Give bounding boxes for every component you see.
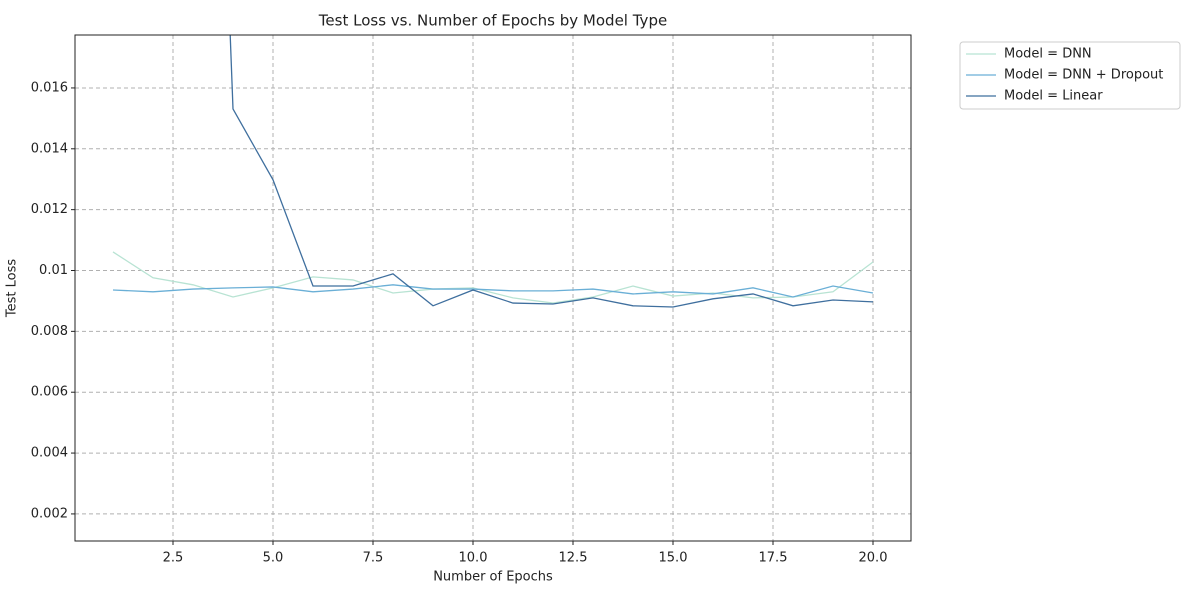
series-line [112, 284, 874, 298]
y-tick-label: 0.004 [31, 446, 68, 461]
x-tick-label: 20.0 [859, 551, 888, 566]
y-tick-label: 0.016 [31, 80, 68, 95]
y-tick-label: 0.014 [31, 141, 68, 156]
y-tick-label: 0.006 [31, 385, 68, 400]
legend-box [959, 41, 1181, 110]
legend-label: Model = Linear [1004, 89, 1103, 104]
chart-title: Test Loss vs. Number of Epochs by Model … [318, 12, 667, 30]
grid: 2.5 5.0 7.5 10.0 12.5 15.0 17.5 20.0 0.002 0.004 0… [31, 35, 911, 566]
plot-frame [74, 34, 912, 542]
legend-label: Model = DNN [1004, 47, 1092, 62]
x-tick-label: 10.0 [459, 551, 488, 566]
x-tick-label: 7.5 [363, 551, 384, 566]
plot-lines [112, 35, 874, 308]
y-tick-label: 0.01 [39, 263, 68, 278]
series-line [229, 35, 874, 308]
x-tick-label: 2.5 [163, 551, 184, 566]
y-axis-label: Test Loss [5, 259, 20, 318]
series-line [112, 251, 874, 304]
x-tick-label: 12.5 [559, 551, 588, 566]
x-tick-label: 17.5 [759, 551, 788, 566]
x-tick-label: 5.0 [263, 551, 284, 566]
y-tick-label: 0.008 [31, 324, 68, 339]
x-tick-label: 15.0 [659, 551, 688, 566]
y-tick-label: 0.012 [31, 202, 68, 217]
legend: Model = DNN Model = DNN + Dropout Model = … [966, 47, 1163, 104]
legend-label: Model = DNN + Dropout [1004, 68, 1163, 83]
x-axis-label: Number of Epochs [433, 570, 553, 585]
y-tick-label: 0.002 [31, 506, 68, 521]
